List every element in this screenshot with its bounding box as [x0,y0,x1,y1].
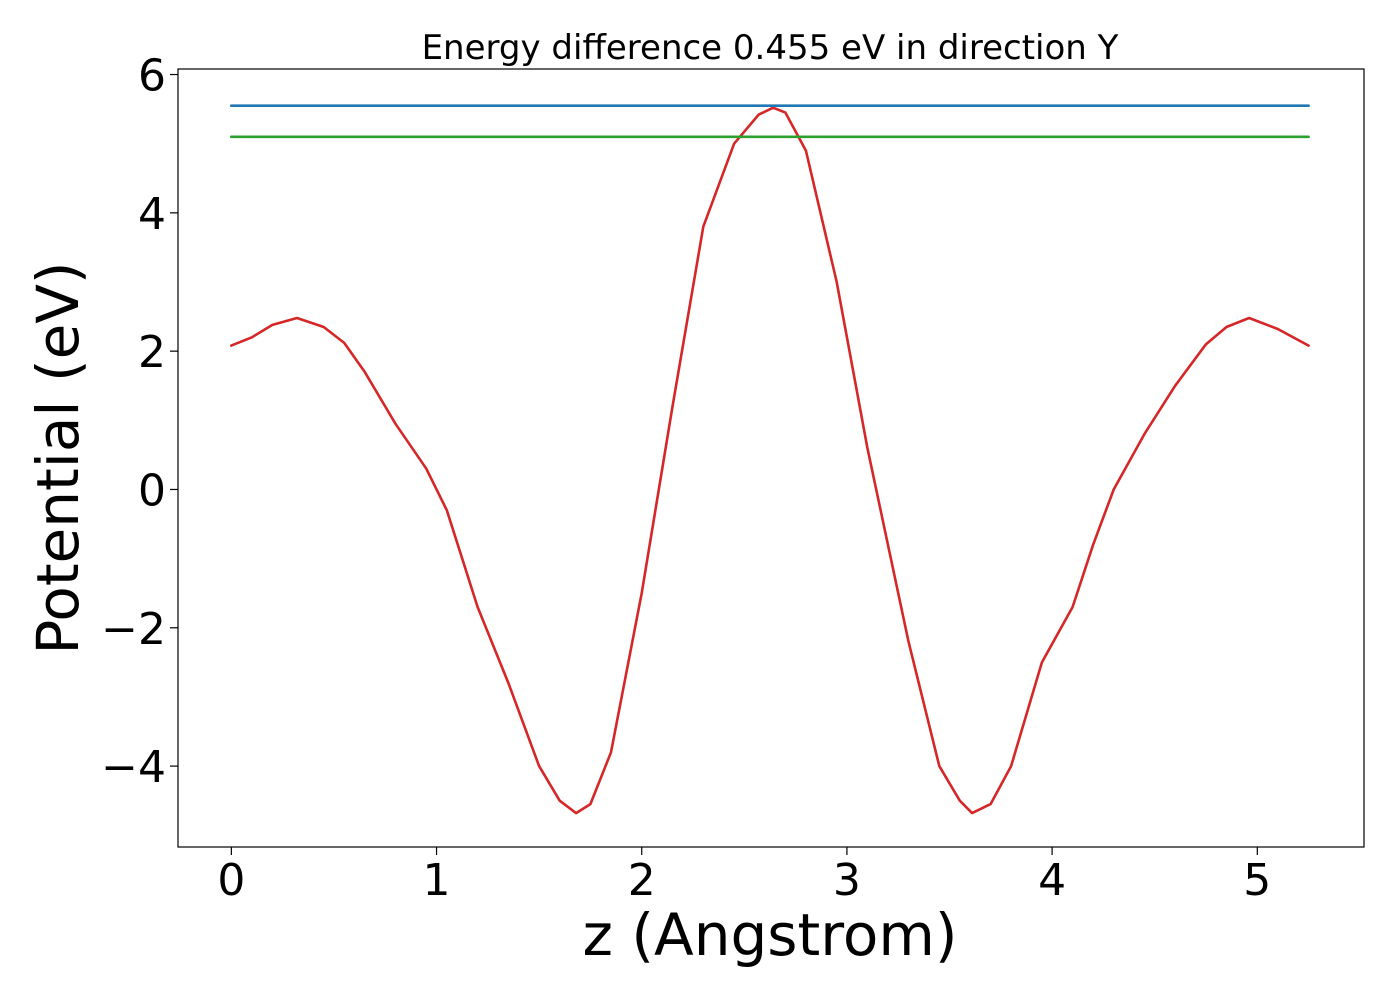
y-tick-label-3: 2 [138,327,166,378]
y-tick-label-0: −4 [101,742,166,793]
x-tick-label-5: 5 [1243,855,1271,906]
y-axis-label: Potential (eV) [24,261,92,654]
x-tick-label-0: 0 [217,855,245,906]
y-tick-label-1: −2 [101,604,166,655]
plot-frame [177,68,1365,848]
y-tick-label-4: 4 [138,189,166,240]
x-tick-label-4: 4 [1038,855,1066,906]
y-tick-label-5: 6 [138,51,166,102]
x-axis-label: z (Angstrom) [583,901,958,969]
x-tick-label-1: 1 [423,855,451,906]
x-axis-ticks: 0 1 2 3 4 5 [217,847,1271,906]
y-tick-label-2: 0 [138,465,166,516]
series-layer [230,104,1310,815]
x-tick-label-3: 3 [833,855,861,906]
y-axis-ticks: −4 −2 0 2 4 6 [101,51,178,793]
series-line-0 [230,106,1310,815]
x-tick-label-2: 2 [628,855,656,906]
chart-title: Energy difference 0.455 eV in direction … [422,28,1119,68]
